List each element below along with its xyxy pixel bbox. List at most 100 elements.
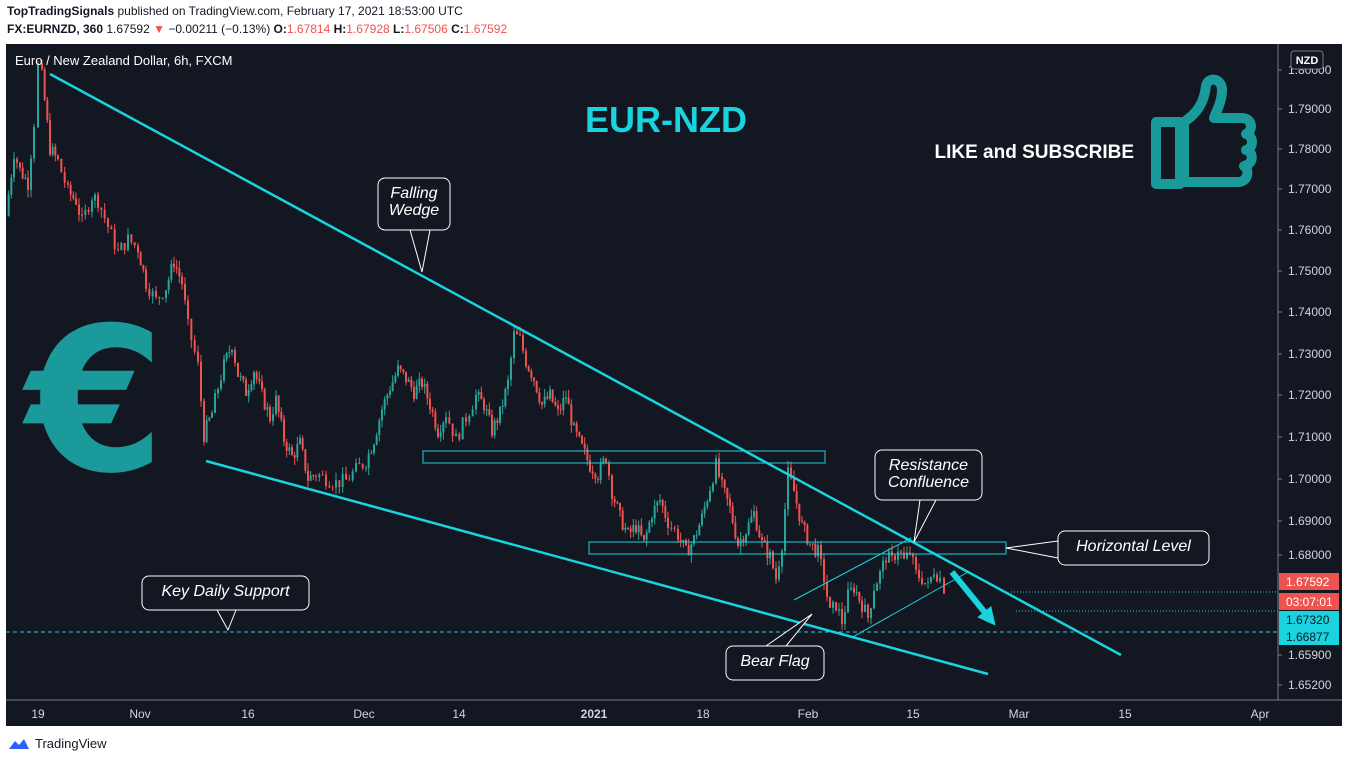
y-tick-label: 1.78000 [1288, 142, 1332, 156]
countdown-badge-bg [1279, 593, 1339, 610]
candle-body [242, 376, 245, 380]
chart-panel[interactable]: Falling Wedge Resistance Confluence Horizont… [6, 44, 1342, 726]
level-2-badge: 1.66877 [1286, 630, 1330, 644]
candle-body [701, 513, 703, 525]
candle-body [912, 554, 914, 557]
candle-body [87, 209, 90, 212]
candle-body [187, 300, 189, 319]
candle-body [787, 467, 789, 510]
candle-body [533, 377, 535, 381]
symbol-label: FX:EURNZD, 360 [7, 22, 104, 36]
candle-body [173, 263, 175, 267]
candle-body [445, 417, 447, 423]
candle-body [133, 242, 136, 246]
candle-body [682, 539, 685, 542]
candle-body [549, 389, 551, 399]
candle-body [355, 462, 357, 472]
candle-body [455, 433, 457, 437]
candle-body [709, 490, 711, 502]
candle-body [841, 609, 843, 625]
candle-body [507, 379, 509, 390]
candle-body [439, 432, 442, 437]
x-tick-label: 14 [452, 707, 466, 721]
x-tick-label: 15 [906, 707, 920, 721]
candle-body [170, 263, 173, 280]
candle-body [266, 406, 269, 410]
candle-body [525, 350, 527, 367]
candle-body [589, 460, 591, 472]
candle-body [277, 395, 280, 412]
level-1-badge: 1.67320 [1286, 613, 1330, 627]
y-tick-label: 1.70000 [1288, 472, 1332, 486]
candle-body [586, 448, 589, 461]
candle-body [594, 473, 597, 479]
footer: TradingView [8, 736, 107, 751]
candle-body [67, 182, 69, 185]
candle-body [559, 408, 562, 410]
tradingview-logo-icon [9, 738, 29, 749]
candle-body [161, 297, 164, 299]
candle-body [175, 266, 178, 269]
candle-body [285, 441, 288, 451]
candle-body [613, 499, 616, 503]
candle-body [909, 552, 911, 555]
candle-body [200, 361, 202, 402]
candle-body [554, 401, 557, 406]
candle-body [394, 375, 397, 383]
candle-body [16, 159, 18, 163]
candle-body [635, 525, 637, 533]
candle-body [325, 474, 327, 487]
x-tick-label: 19 [31, 707, 45, 721]
candle-body [151, 290, 154, 297]
candle-body [7, 194, 10, 216]
candle-body [402, 369, 405, 372]
candle-body [906, 552, 908, 559]
candle-body [629, 528, 632, 532]
candle-body [117, 249, 119, 251]
candle-body [81, 214, 83, 216]
bear-flag-lower-line [850, 571, 969, 639]
candle-body [847, 589, 849, 613]
candle-body [510, 358, 512, 380]
candle-body [581, 435, 583, 444]
candle-body [619, 503, 621, 511]
candle-body [434, 411, 437, 429]
close-label: C: [451, 22, 464, 36]
resistance-confluence-callout-label: Confluence [888, 474, 969, 491]
horizontal-level-callout: Horizontal Level [1005, 530, 1210, 566]
candle-body [13, 159, 15, 178]
publisher-name[interactable]: TopTradingSignals [7, 4, 115, 18]
candle-body [491, 414, 493, 436]
candle-body [870, 608, 872, 618]
candle-body [541, 402, 543, 405]
candle-body [237, 362, 239, 377]
y-tick-label: 1.69000 [1288, 514, 1332, 528]
candle-body [809, 543, 811, 545]
candle-body [602, 458, 605, 463]
currency-badge: NZD [1296, 55, 1319, 67]
candle-body [729, 498, 731, 507]
candle-body [338, 480, 341, 488]
candle-body [399, 365, 402, 370]
candle-body [208, 417, 211, 421]
candle-body [656, 501, 659, 506]
y-tick-label: 1.79000 [1288, 102, 1332, 116]
candle-body [712, 483, 714, 491]
candle-body [480, 391, 483, 400]
tradingview-brand[interactable]: TradingView [35, 736, 107, 751]
candle-body [250, 384, 253, 390]
candle-body [94, 194, 96, 201]
candle-body [54, 146, 57, 156]
candle-body [142, 265, 145, 270]
candle-body [269, 406, 271, 422]
axes-layer: 1.800001.790001.780001.770001.760001.750… [6, 44, 1342, 726]
candle-body [687, 545, 690, 556]
candle-body [750, 516, 753, 523]
candle-body [621, 510, 624, 530]
candle-body [97, 194, 99, 208]
resistance-confluence-callout-pointer [913, 499, 937, 543]
candle-body [535, 380, 538, 393]
candle-body [255, 372, 258, 379]
candle-body [784, 509, 786, 551]
